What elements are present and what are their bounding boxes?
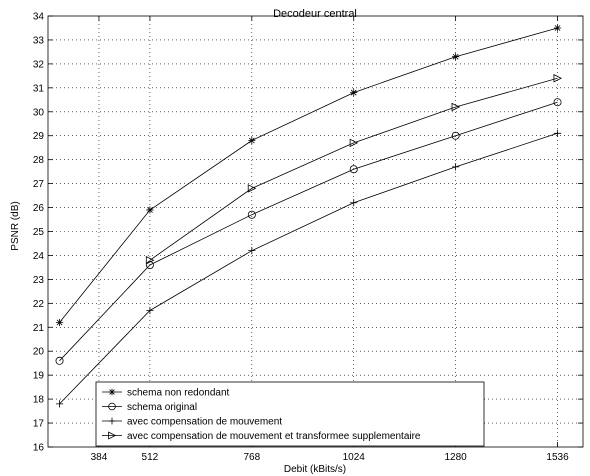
series-line	[149, 77, 558, 261]
series-triangle-right	[145, 74, 563, 265]
y-tick-label: 30	[33, 107, 45, 118]
legend: schema non redondant schema original avec …	[95, 381, 485, 447]
y-tick-label: 21	[33, 323, 45, 334]
y-tick-label: 23	[33, 275, 45, 286]
legend-label: schema non redondant	[127, 388, 230, 399]
triangle-marker	[108, 431, 117, 440]
x-axis-label: Debit (kBits/s)	[284, 464, 346, 475]
y-tick-label: 17	[33, 419, 45, 430]
triangle-marker	[145, 255, 155, 265]
y-tick-label: 24	[33, 251, 45, 262]
plus-marker	[55, 400, 64, 408]
x-tick-label: 1280	[444, 452, 467, 463]
x-tick-label: 384	[91, 452, 108, 463]
circle-marker	[451, 131, 460, 140]
plus-marker	[146, 306, 154, 315]
series-line	[59, 101, 558, 362]
y-tick-label: 26	[33, 203, 45, 214]
y-tick-label: 31	[33, 83, 45, 94]
chart-title: Decodeur central	[273, 8, 357, 20]
plot-frame	[47, 15, 584, 448]
series-plus	[55, 129, 562, 408]
plus-marker	[452, 163, 460, 171]
star-marker	[248, 136, 256, 145]
x-tick-label: 1536	[546, 452, 569, 463]
legend-label: avec compensation de mouvement et transf…	[127, 431, 421, 442]
star-marker	[108, 388, 116, 396]
x-tick-label: 512	[142, 452, 159, 463]
triangle-marker	[451, 102, 461, 112]
star-marker	[350, 89, 358, 97]
x-tick-label: 768	[243, 452, 260, 463]
star-marker	[146, 206, 154, 214]
legend-box	[95, 381, 485, 447]
circle-marker	[349, 165, 358, 174]
circle-marker	[145, 261, 154, 270]
y-tick-label: 22	[33, 299, 45, 310]
y-tick-label: 25	[33, 227, 45, 238]
ticks: 16 17 18 19 20 21 22 23 24 25 26 27 28 29 30 31 32 33 34 38…	[33, 12, 583, 463]
y-tick-label: 34	[33, 12, 45, 23]
y-tick-label: 19	[33, 371, 45, 382]
y-tick-label: 32	[33, 59, 45, 70]
star-marker	[55, 318, 64, 327]
series-line	[59, 27, 558, 323]
y-tick-label: 16	[33, 443, 45, 454]
star-marker	[452, 53, 460, 61]
y-tick-label: 33	[33, 35, 45, 46]
triangle-marker	[349, 138, 359, 148]
series-star	[55, 24, 562, 327]
y-tick-label: 27	[33, 179, 45, 190]
plus-marker	[108, 417, 116, 425]
series-layer	[55, 24, 563, 408]
series-circle	[55, 98, 562, 365]
circle-marker	[55, 356, 64, 365]
plus-marker	[553, 129, 562, 137]
circle-marker	[108, 402, 116, 411]
legend-label: schema original	[127, 402, 197, 413]
y-tick-label: 20	[33, 347, 45, 358]
plus-marker	[350, 199, 358, 207]
plus-marker	[248, 247, 256, 255]
legend-label: avec compensation de mouvement	[127, 417, 282, 428]
y-tick-label: 29	[33, 131, 45, 142]
y-axis-label: PSNR (dB)	[10, 201, 21, 250]
series-line	[59, 132, 558, 405]
star-marker	[553, 24, 562, 32]
circle-marker	[247, 210, 256, 219]
y-tick-label: 18	[33, 395, 45, 406]
y-tick-label: 28	[33, 155, 45, 166]
triangle-marker	[553, 74, 563, 83]
circle-marker	[553, 98, 562, 107]
triangle-marker	[247, 184, 257, 193]
x-tick-label: 1024	[343, 452, 366, 463]
